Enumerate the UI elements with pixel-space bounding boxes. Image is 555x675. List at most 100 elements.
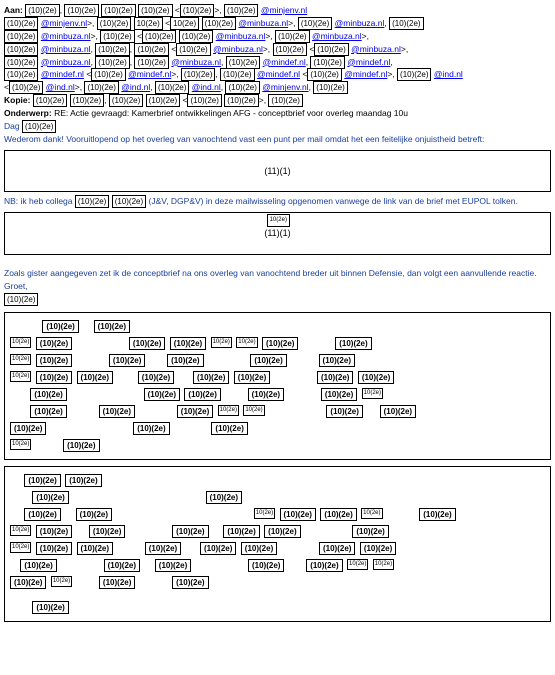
email-link[interactable]: @minbuza.nl [41,44,91,54]
redaction: (10)(2e) [101,31,133,42]
label-aan: Aan: [4,5,23,15]
email-link[interactable]: @minbuza.nl [213,44,263,54]
redaction: (10)(2e) [226,82,258,93]
redaction: (10)(2e) [135,44,167,55]
redaction: (10)(2e) [227,57,259,68]
signature-block-1: (10)(2e) (10)(2e) 10(2e) (10)(2e) (10)(2… [4,312,551,460]
redaction-box-2: 10(2e) (11)(1) [4,212,551,255]
redaction: (10)(2e) [5,294,37,305]
redaction: (10)(2e) [170,337,206,350]
redaction: (10)(2e) [184,388,220,401]
email-link[interactable]: @minbuza.nl [41,57,91,67]
redaction: (10)(2e) [32,491,68,504]
redaction: 10(2e) [10,439,31,450]
redaction: (10)(2e) [30,388,66,401]
email-link[interactable]: @mindef.nl [41,69,84,79]
para2b: (J&V, DGP&V) in deze mailwisseling opgen… [149,196,518,206]
email-link[interactable]: @mindef.nl [263,57,306,67]
redaction: 10(2e) [10,337,31,348]
email-link[interactable]: @minjenv.nl [41,18,87,28]
redaction: (10)(2e) [102,5,134,16]
redaction: (10)(2e) [326,405,362,418]
email-link[interactable]: @minbuza.nl [171,57,221,67]
redaction: (10)(2e) [181,5,213,16]
redaction: (10)(2e) [10,82,42,93]
email-link[interactable]: @mindef.nl [257,69,300,79]
redaction: (10)(2e) [133,422,169,435]
redaction: (10)(2e) [36,337,72,350]
redaction: (10)(2e) [63,439,99,452]
redaction: 10(2e) [135,18,162,29]
box-label: (11)(1) [264,228,290,238]
header-to-4: (10)(2e) @minbuza.nl, (10)(2e), (10)(2e)… [4,44,551,56]
email-link[interactable]: @minbuza.nl [41,31,91,41]
redaction: (10)(2e) [398,69,430,80]
redaction: (10)(2e) [76,508,112,521]
email-link[interactable]: @minbuza.nl [351,44,401,54]
email-link[interactable]: @minjenv.nl [261,5,307,15]
subject-text: RE: Actie gevraagd: Kamerbrief ontwikkel… [54,108,408,118]
redaction: 10(2e) [268,215,289,226]
redaction: (10)(2e) [32,601,68,614]
redaction: (10)(2e) [335,337,371,350]
redaction: (10)(2e) [200,542,236,555]
redaction: (10)(2e) [23,121,55,132]
redaction: (10)(2e) [143,31,175,42]
redaction: (10)(2e) [248,559,284,572]
email-link[interactable]: @ind.nl [46,82,75,92]
redaction: (10)(2e) [211,422,247,435]
redaction: (10)(2e) [390,18,422,29]
redaction: (10)(2e) [306,559,342,572]
redaction: (10)(2e) [34,95,66,106]
signature-block-2: (10)(2e) (10)(2e) (10)(2e) (10)(2e) (10)… [4,466,551,622]
email-link[interactable]: @ind.nl [192,82,221,92]
redaction: (10)(2e) [36,371,72,384]
redaction: (10)(2e) [92,69,124,80]
email-link[interactable]: @mindef.nl [347,57,390,67]
redaction: (10)(2e) [172,525,208,538]
redaction: (10)(2e) [96,44,128,55]
redaction: 10(2e) [171,18,198,29]
redaction: (10)(2e) [250,354,286,367]
redaction: (10)(2e) [77,542,113,555]
paragraph-2: NB: ik heb collega (10)(2e) (10)(2e) (J&… [4,196,551,208]
redaction: (10)(2e) [358,371,394,384]
email-link[interactable]: @minbuza.nl [216,31,266,41]
email-link[interactable]: @mindef.nl [128,69,171,79]
redaction: (10)(2e) [225,95,257,106]
redaction: 10(2e) [10,542,31,553]
redaction: (10)(2e) [182,69,214,80]
redaction: (10)(2e) [206,491,242,504]
email-link[interactable]: @minjenv.nl [262,82,308,92]
redaction: 10(2e) [347,559,368,570]
header-to-6: (10)(2e) @mindef.nl <(10)(2e) @mindef.nl… [4,69,551,81]
redaction: (10)(2e) [314,82,346,93]
header-to-3: (10)(2e) @minbuza.nl>, (10)(2e) <(10)(2e… [4,31,551,43]
email-link[interactable]: @mindef.nl [344,69,387,79]
email-link[interactable]: @ind.nl [121,82,150,92]
redaction: (10)(2e) [156,82,188,93]
redaction: (10)(2e) [221,69,253,80]
redaction: (10)(2e) [280,508,316,521]
email-link[interactable]: @ind.nl [434,69,463,79]
redaction: (10)(2e) [320,508,356,521]
greeting: Dag (10)(2e) [4,121,551,133]
redaction: (10)(2e) [36,542,72,555]
redaction: (10)(2e) [85,82,117,93]
redaction: (10)(2e) [139,5,171,16]
email-link[interactable]: @minbuza.nl [335,18,385,28]
redaction: (10)(2e) [110,95,142,106]
redaction: (10)(2e) [177,405,213,418]
email-link[interactable]: @minbuza.nl [238,18,288,28]
redaction: (10)(2e) [138,371,174,384]
redaction: (10)(2e) [135,57,167,68]
redaction: (10)(2e) [5,31,37,42]
redaction: (10)(2e) [10,576,46,589]
email-link[interactable]: @minbuza.nl [312,31,362,41]
redaction: 10(2e) [243,405,264,416]
redaction: (10)(2e) [180,31,212,42]
redaction: (10)(2e) [71,95,103,106]
redaction: (10)(2e) [276,31,308,42]
redaction: (10)(2e) [145,542,181,555]
redaction: (10)(2e) [99,576,135,589]
